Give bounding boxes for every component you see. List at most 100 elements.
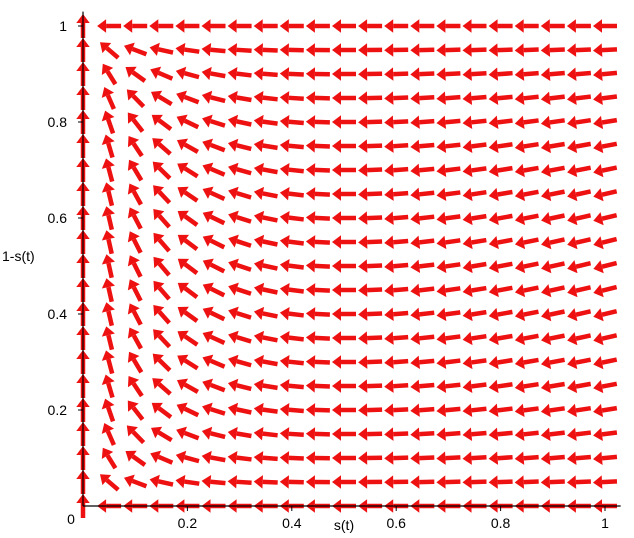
vector-arrow [384,307,409,321]
vector-arrow [279,67,304,81]
vector-arrow [462,427,487,441]
vector-arrow [332,331,356,345]
y-tick-label: 0.6 [48,210,68,226]
vector-arrow [358,307,383,321]
vector-arrow [227,19,252,33]
vector-arrow [488,403,513,418]
vector-arrow [436,139,461,154]
vector-arrow [227,138,252,152]
vector-arrow [540,475,565,489]
vector-arrow [305,67,330,81]
vector-arrow [593,284,618,298]
vector-arrow [541,332,566,346]
vector-arrow [410,19,435,33]
vector-arrow [253,426,278,441]
x-tick-label: 0.8 [491,515,511,531]
vector-arrow [514,427,539,441]
vector-arrow [253,162,278,177]
vector-arrow [384,259,409,273]
vector-arrow [436,91,461,105]
vector-arrow [410,43,435,57]
vector-arrow [101,374,115,399]
vector-arrow [462,115,487,130]
vector-arrow [253,90,278,105]
vector-arrow [201,450,226,465]
vector-arrow [97,19,122,33]
vector-arrow [127,183,143,206]
vector-arrow [153,209,171,229]
vector-arrow [358,91,383,105]
vector-arrow [567,284,592,298]
vector-arrow [358,283,383,297]
vector-arrow [202,354,226,369]
vector-arrow [384,43,409,57]
vector-arrow [127,112,145,133]
vector-arrow [384,355,409,369]
vector-arrow [101,302,115,327]
vector-arrow [514,355,539,370]
vector-arrow [101,182,115,207]
vector-arrow [253,354,278,369]
vector-arrow [358,19,383,33]
vector-arrow [462,163,487,178]
vector-arrow [149,19,174,33]
vector-arrow [358,139,383,153]
vector-arrow [436,355,461,370]
vector-arrow [358,211,383,225]
vector-arrow [332,283,356,297]
vector-arrow [410,403,435,417]
vector-arrow [541,163,566,178]
vector-arrow [332,259,356,273]
vector-arrow [279,186,304,201]
vector-arrow [227,378,252,392]
vector-arrow [253,138,278,153]
vector-arrow [101,278,115,303]
vector-arrow [514,331,539,346]
vector-arrow [436,451,461,465]
vector-arrow [410,331,435,345]
vector-arrow [436,379,461,394]
vector-arrow [228,258,252,272]
vector-arrow [540,427,565,442]
vector-arrow [227,475,252,489]
vector-arrow [201,43,226,57]
vector-arrow [149,474,174,488]
vector-arrow [488,451,513,465]
vector-arrow [488,115,513,130]
vector-arrow [332,475,356,489]
vector-arrow [127,231,143,254]
y-tick-label: 0.8 [48,114,68,130]
vector-arrow [410,139,435,153]
vector-arrow [462,451,487,465]
vector-arrow [410,235,435,250]
y-tick-label: 1 [59,18,67,34]
vector-arrow [151,402,173,419]
vector-arrow [488,211,513,226]
vector-arrow [279,330,304,345]
vector-arrow [332,211,356,225]
vector-arrow [593,188,618,202]
vector-arrow [410,451,435,465]
vector-arrow [127,255,143,278]
vector-arrow [153,280,171,301]
vector-arrow [567,379,592,394]
vector-arrow [305,43,330,57]
vector-arrow [175,42,200,57]
vector-arrow [566,91,592,106]
vector-arrow [101,447,118,470]
vector-arrow [175,474,200,489]
vector-arrow [541,236,566,250]
vector-arrow [227,43,252,57]
vector-arrow [227,90,252,105]
vector-arrow [153,256,171,277]
vector-arrow [153,329,172,349]
vector-arrow [101,230,115,255]
vector-arrow [541,260,566,274]
vector-arrow [177,258,199,276]
vector-arrow [177,354,199,371]
vector-arrow [151,114,173,131]
vector-arrow [202,186,226,202]
vector-arrow [227,402,252,416]
vector-arrow [253,451,278,465]
vector-arrow [514,379,539,394]
